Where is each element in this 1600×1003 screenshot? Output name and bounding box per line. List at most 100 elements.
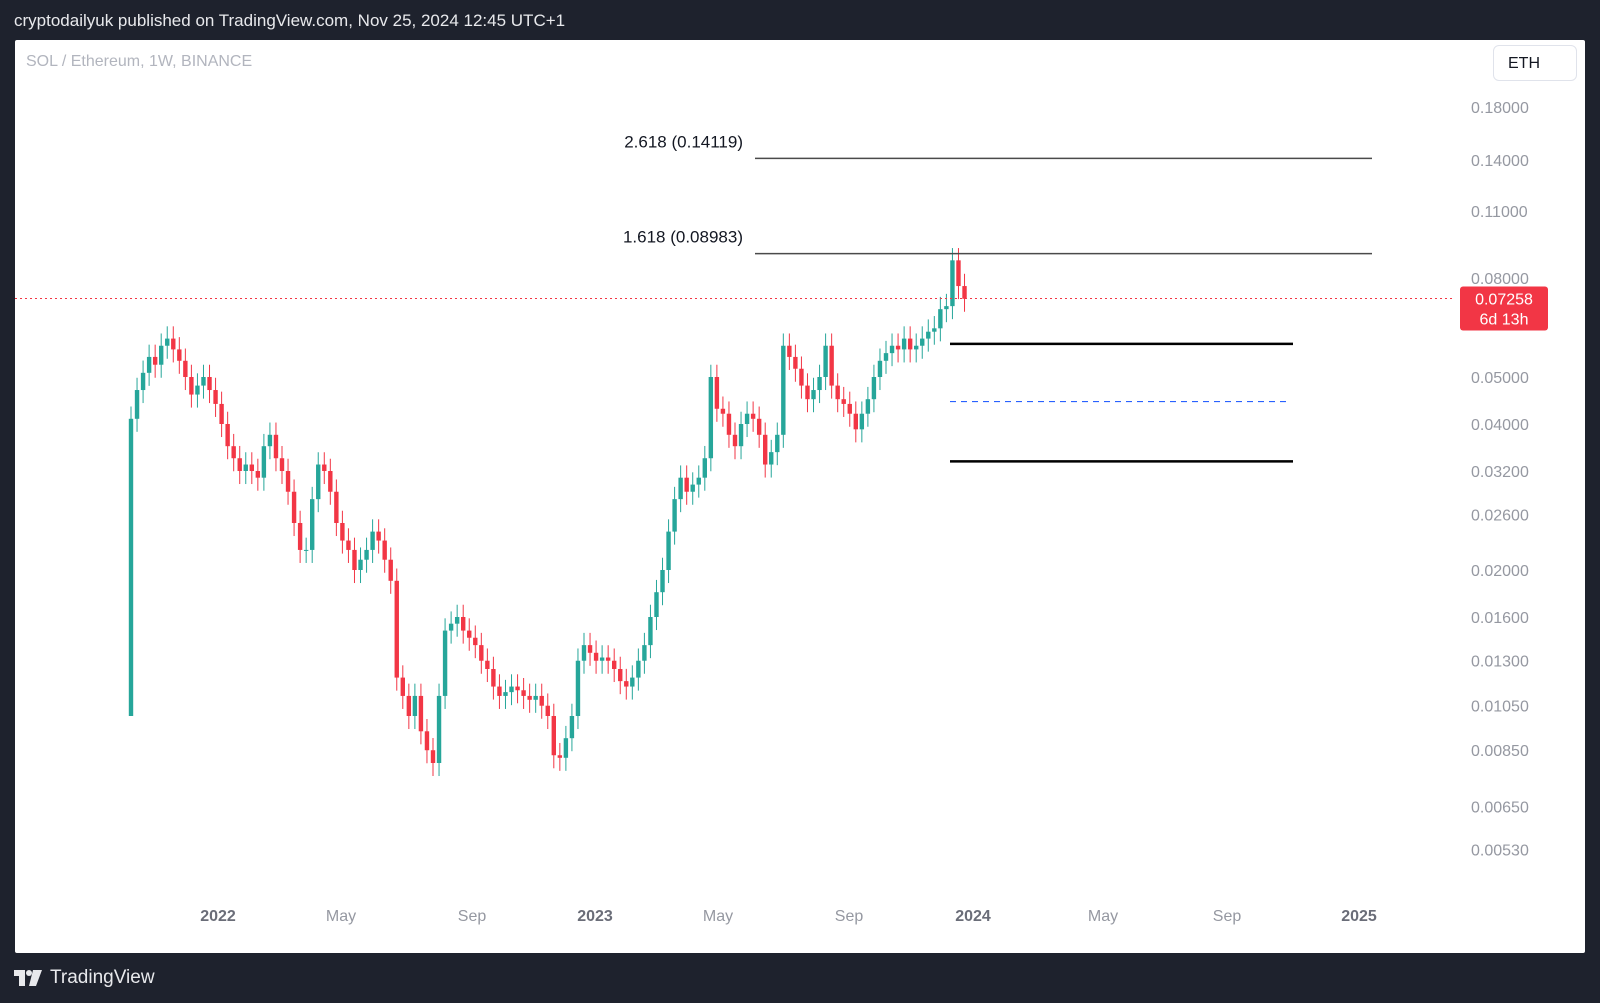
candle-body <box>400 677 405 696</box>
candle-body <box>237 458 242 472</box>
candle-body <box>128 418 134 716</box>
candle-body <box>853 413 858 430</box>
candle <box>938 296 943 342</box>
candle <box>134 377 140 432</box>
candle-body <box>189 377 194 395</box>
candle-body <box>376 531 381 541</box>
symbol-legend[interactable]: SOL / Ethereum, 1W, BINANCE <box>26 53 253 70</box>
candle <box>237 445 242 485</box>
candle <box>720 396 726 427</box>
candle-body <box>152 356 158 365</box>
candle <box>152 344 158 378</box>
candle-body <box>781 345 786 435</box>
candle-body <box>279 458 285 472</box>
candle-body <box>225 424 230 447</box>
candle-body <box>944 306 949 310</box>
candle <box>769 439 774 478</box>
candle <box>388 547 393 594</box>
candle-body <box>841 399 846 404</box>
candle <box>962 273 967 312</box>
candle-body <box>811 390 816 400</box>
x-tick-label: Sep <box>835 908 864 925</box>
candle <box>334 479 339 537</box>
candle <box>485 648 490 683</box>
candle <box>605 645 611 674</box>
candle <box>612 648 617 683</box>
candle <box>479 632 484 674</box>
candle <box>599 645 605 674</box>
candle-body <box>823 345 828 377</box>
chart-panel[interactable]: 2.618 (0.14119) 1.618 (0.08983) 0.18000 0.… <box>15 40 1585 953</box>
price-chart[interactable]: 2.618 (0.14119)1.618 (0.08983) 0.180000.… <box>15 40 1585 953</box>
candle-body <box>491 668 496 687</box>
candle-body <box>346 540 351 550</box>
candle <box>763 422 768 478</box>
candle-body <box>177 349 182 361</box>
candle-body <box>316 464 321 500</box>
candle <box>775 422 780 466</box>
candle <box>672 486 677 545</box>
candle-body <box>201 377 206 386</box>
candle <box>382 528 387 573</box>
candle <box>261 433 267 491</box>
candle <box>545 693 550 730</box>
candle-body <box>871 377 877 400</box>
candle-body <box>907 338 913 350</box>
candle-body <box>877 360 883 377</box>
candle <box>346 528 351 563</box>
candle <box>756 406 762 448</box>
footer-bar: TradingView <box>0 953 1600 1003</box>
candle-body <box>648 617 653 646</box>
candle-body <box>605 657 611 661</box>
candle-body <box>708 377 714 459</box>
candle-body <box>618 668 623 682</box>
candle <box>793 344 798 382</box>
candle-body <box>303 549 309 551</box>
y-tick-label: 0.11000 <box>1471 204 1528 221</box>
y-tick-label: 0.00650 <box>1471 800 1529 817</box>
candle <box>859 401 865 443</box>
candle-body <box>267 434 273 447</box>
candle <box>328 458 333 505</box>
candle <box>509 674 514 706</box>
candle-body <box>581 645 587 661</box>
candle-body <box>255 471 261 478</box>
currency-button[interactable]: ETH <box>1493 45 1577 81</box>
candle <box>642 632 647 674</box>
candle <box>159 333 164 378</box>
candle <box>316 452 321 513</box>
candle <box>267 422 273 460</box>
candle-body <box>219 403 224 425</box>
candle-body <box>467 630 472 638</box>
publish-bar: cryptodailyuk published on TradingView.c… <box>0 0 1600 40</box>
candle <box>448 611 454 644</box>
candle-body <box>539 695 544 706</box>
candle-body <box>261 446 267 478</box>
candle <box>219 391 224 438</box>
candle-body <box>775 434 780 453</box>
candle <box>297 510 303 563</box>
candle-body <box>171 338 176 350</box>
candle <box>889 333 895 367</box>
x-tick-label: Sep <box>1213 908 1242 925</box>
candle <box>406 683 412 730</box>
candle-body <box>666 531 671 570</box>
candle <box>273 422 279 472</box>
candle <box>473 625 478 659</box>
candle-body <box>587 645 593 653</box>
candle <box>461 604 466 644</box>
candle-body <box>599 657 605 661</box>
candle-body <box>545 705 550 716</box>
candle <box>225 411 230 460</box>
x-tick-label: Sep <box>458 908 487 925</box>
tradingview-logo[interactable]: TradingView <box>14 967 155 989</box>
candle <box>587 632 593 666</box>
x-tick-label: May <box>1088 908 1118 925</box>
candle-body <box>183 360 188 377</box>
candle <box>424 719 430 764</box>
y-tick-label: 0.01050 <box>1471 699 1529 716</box>
y-tick-label: 0.02600 <box>1471 508 1529 525</box>
candle <box>618 656 623 695</box>
candle <box>358 547 363 584</box>
countdown-label: 6d 13h <box>1480 312 1529 329</box>
